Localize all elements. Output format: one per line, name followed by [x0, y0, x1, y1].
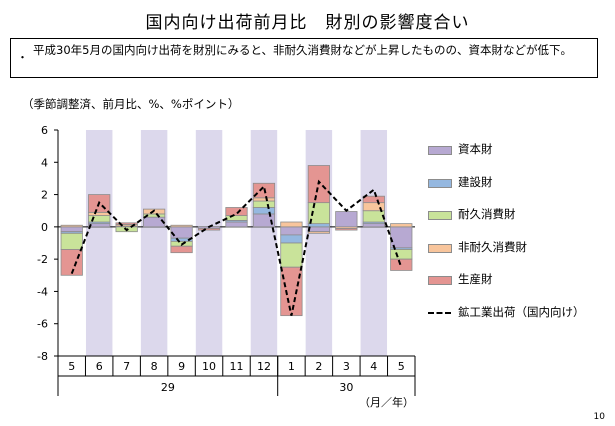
x-tick-label: 8 — [151, 360, 158, 373]
legend: 資本財 建設財 耐久消費財 非耐久消費財 生産財 鉱工業出荷（国内向け） — [428, 141, 608, 336]
x-tick-label: 4 — [370, 360, 377, 373]
bar-segment — [60, 232, 83, 250]
bar-segment — [280, 242, 303, 268]
bar-segment — [390, 226, 413, 249]
bar-segment — [280, 234, 303, 244]
legend-label-capital: 資本財 — [458, 142, 493, 156]
legend-swatch-nondurable — [428, 243, 452, 253]
legend-swatch-capital — [428, 146, 452, 155]
y-tick-label: -4 — [37, 285, 48, 298]
x-tick-label: 1 — [288, 360, 295, 373]
y-tick-label: 6 — [41, 124, 48, 137]
y-tick-label: 0 — [41, 221, 48, 234]
x-tick-label: 5 — [68, 360, 75, 373]
x-tick-label: 6 — [96, 360, 103, 373]
x-year-label: 29 — [161, 381, 175, 394]
y-tick-label: -2 — [37, 253, 48, 266]
bar-segment — [170, 224, 193, 228]
bar-segment — [88, 211, 111, 216]
shade-band — [140, 130, 168, 356]
legend-swatch-construction — [428, 178, 452, 188]
legend-item-total: 鉱工業出荷（国内向け） — [428, 304, 608, 337]
bar-segment — [225, 207, 248, 216]
bar-segment — [307, 226, 330, 233]
summary-text: 平成30年5月の国内向け出荷を財別にみると、非耐久消費財などが上昇したものの、資… — [33, 43, 572, 57]
x-tick-label: 3 — [343, 360, 350, 373]
bar-segment — [335, 228, 358, 231]
bar-segment — [88, 223, 111, 228]
total-line — [70, 179, 403, 316]
legend-line-total — [428, 311, 451, 314]
bar-segment — [390, 258, 413, 271]
shade-band — [85, 130, 113, 356]
x-tick-label: 10 — [202, 360, 216, 373]
bar-segment — [170, 226, 193, 239]
legend-label-production: 生産財 — [458, 272, 493, 286]
x-tick-label: 7 — [123, 360, 130, 373]
bar-segment — [252, 197, 276, 202]
x-unit-label: （月／年） — [359, 395, 414, 409]
bar-segment — [115, 222, 138, 225]
bar-segment — [280, 226, 303, 236]
legend-item-nondurable: 非耐久消費財 — [428, 239, 608, 272]
x-tick-label: 2 — [315, 360, 322, 373]
legend-label-nondurable: 非耐久消費財 — [458, 239, 527, 254]
bar-segment — [252, 200, 276, 208]
bar-segment — [60, 224, 83, 228]
bar-segment — [362, 210, 385, 223]
legend-item-capital: 資本財 — [428, 141, 608, 174]
shade-band — [360, 130, 388, 356]
x-tick-label: 5 — [398, 360, 405, 373]
summary-box: ・ 平成30年5月の国内向け出荷を財別にみると、非耐久消費財などが上昇したものの… — [10, 38, 598, 78]
bar-segment — [170, 245, 193, 254]
stacked-bars — [60, 165, 413, 317]
bar-segment — [390, 223, 413, 228]
legend-swatch-production — [428, 276, 452, 285]
bar-segment — [197, 228, 221, 231]
unit-label: （季節調整済、前月比、%、%ポイント） — [22, 97, 240, 111]
bar-segment — [390, 249, 413, 260]
page-number: 10 — [593, 412, 605, 422]
x-year-label: 30 — [339, 381, 353, 394]
legend-label-durable: 耐久消費財 — [458, 207, 516, 221]
bar-segment — [60, 249, 83, 276]
legend-label-construction: 建設財 — [458, 174, 493, 189]
shade-band — [250, 130, 278, 356]
y-tick-label: 4 — [41, 156, 48, 169]
legend-swatch-durable — [428, 211, 452, 220]
y-tick-label: 2 — [41, 189, 48, 202]
bar-segment — [225, 221, 248, 228]
bar-segment — [307, 231, 330, 234]
total-line-path — [70, 179, 403, 316]
bar-segment — [307, 223, 330, 228]
bar-segment — [362, 195, 385, 204]
x-tick-label: 9 — [178, 360, 185, 373]
y-tick-label: -6 — [37, 318, 48, 331]
bar-segment — [60, 226, 83, 233]
bar-segment — [252, 207, 276, 215]
bar-segment — [362, 223, 385, 228]
legend-item-durable: 耐久消費財 — [428, 206, 608, 239]
legend-item-production: 生産財 — [428, 271, 608, 304]
bar-segment — [225, 215, 248, 221]
legend-label-total: 鉱工業出荷（国内向け） — [458, 304, 585, 319]
page-title: 国内向け出荷前月比 財別の影響度合い — [145, 13, 470, 33]
x-tick-label: 11 — [230, 360, 244, 373]
shaded-month-bands — [85, 130, 388, 356]
bar-segment — [280, 221, 303, 228]
shade-band — [305, 130, 333, 356]
legend-item-construction: 建設財 — [428, 174, 608, 207]
y-tick-label: -8 — [37, 350, 48, 363]
summary-bullet: ・ — [17, 51, 28, 64]
x-tick-label: 12 — [257, 360, 271, 373]
shade-band — [195, 130, 223, 356]
bar-segment — [143, 216, 166, 228]
bar-segment — [335, 211, 358, 228]
